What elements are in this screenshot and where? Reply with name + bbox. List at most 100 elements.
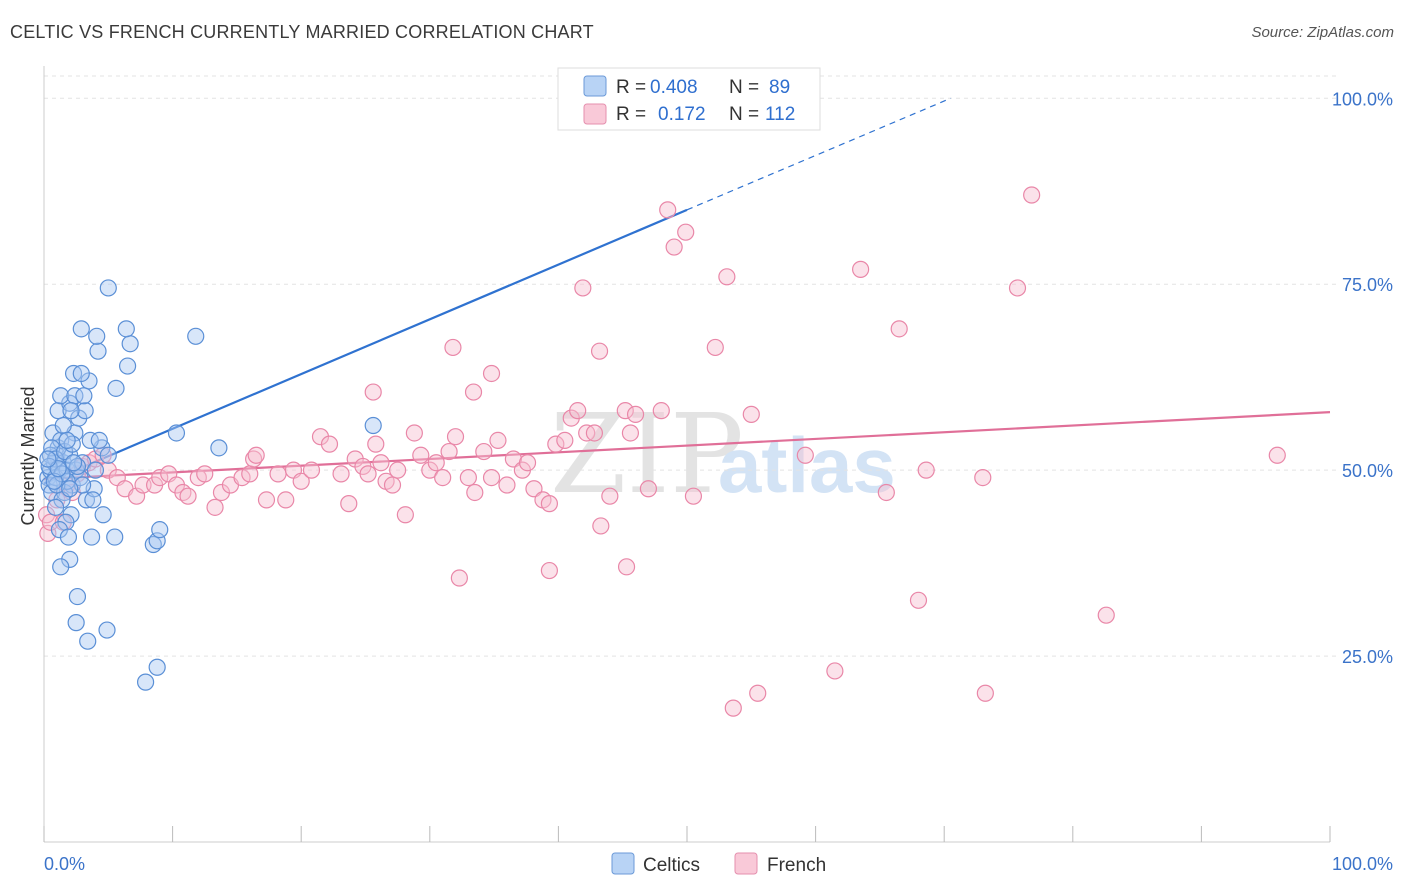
french-point-108: [1097, 606, 1115, 624]
french-point-54: [427, 454, 445, 472]
celtics-point-62: [148, 658, 166, 676]
celtics-trend-line: [43, 208, 688, 485]
french-point-101: [852, 260, 870, 278]
french-point-45: [367, 435, 385, 453]
french-point-83: [684, 487, 703, 505]
french-point-52: [412, 446, 430, 464]
french-point-94: [444, 338, 462, 357]
legend-celtics-swatch: [583, 75, 607, 97]
french-point-95: [590, 342, 609, 360]
celtics-point-53: [68, 587, 87, 606]
french-point-41: [340, 495, 358, 513]
celtics-point-21: [46, 498, 65, 516]
french-point-91: [482, 364, 501, 383]
celtics-point-46: [72, 320, 90, 338]
y-tick-labels: 25.0% 50.0% 75.0% 100.0%: [1332, 89, 1393, 667]
watermark-atlas: atlas: [718, 421, 896, 509]
bottom-legend-celtics-swatch: [611, 852, 635, 875]
french-point-25: [206, 498, 224, 516]
french-point-34: [277, 491, 295, 509]
french-point-24: [196, 465, 214, 483]
y-axis-label: Currently Married: [18, 386, 38, 525]
french-point-46: [372, 454, 390, 472]
celtics-point-43: [118, 357, 137, 375]
gridlines: [44, 75, 1338, 657]
celtics-point-61: [98, 621, 116, 639]
celtics-point-70: [64, 454, 83, 472]
celtics-point-42: [72, 364, 90, 383]
legend-french-r-value: 0.172: [658, 104, 706, 125]
celtics-point-29: [81, 431, 99, 450]
french-point-49: [389, 461, 407, 479]
french-point-66: [518, 454, 537, 472]
french-point-84: [742, 405, 760, 423]
french-point-105: [540, 561, 558, 580]
bottom-legend-french-swatch: [734, 852, 758, 875]
celtics-point-81: [58, 431, 76, 450]
celtics-point-45: [121, 335, 139, 353]
french-point-48: [383, 476, 402, 494]
bottom-legend: Celtics French: [611, 852, 826, 876]
french-point-87: [890, 320, 908, 338]
x-tick-label-max: 100.0%: [1332, 854, 1393, 874]
french-points: [37, 186, 1286, 717]
french-point-55: [434, 468, 452, 487]
celtics-point-72: [84, 491, 102, 509]
celtics-point-27: [86, 461, 105, 479]
french-point-112: [976, 684, 994, 702]
french-point-75: [585, 424, 604, 442]
legend-french-n-label: N =: [729, 104, 759, 125]
french-point-56: [440, 442, 458, 461]
french-trend-line: [43, 411, 1331, 481]
french-point-58: [459, 468, 477, 487]
french-point-80: [626, 405, 645, 423]
french-point-78: [616, 402, 634, 420]
celtics-point-82: [167, 424, 186, 442]
x-tick-label-min: 0.0%: [44, 854, 85, 874]
french-point-97: [665, 238, 683, 256]
french-point-104: [450, 569, 468, 587]
legend-french-n-value: 112: [765, 104, 795, 125]
french-point-37: [302, 461, 321, 479]
french-point-63: [498, 476, 516, 494]
french-point-113: [1268, 446, 1286, 464]
french-point-22: [179, 487, 197, 505]
celtics-point-36: [52, 387, 70, 405]
french-point-32: [257, 491, 276, 509]
french-point-71: [556, 431, 574, 450]
celtics-point-80: [62, 402, 80, 420]
celtics-point-49: [187, 327, 205, 345]
trend-lines: [43, 97, 1331, 485]
french-point-57: [446, 428, 465, 446]
celtics-point-83: [210, 439, 228, 457]
celtics-point-78: [90, 431, 108, 450]
french-point-110: [749, 684, 767, 702]
y-tick-label-100: 100.0%: [1332, 89, 1393, 109]
celtics-point-84: [364, 416, 382, 435]
celtics-point-67: [43, 439, 61, 457]
french-point-67: [525, 480, 543, 498]
french-point-93: [364, 383, 382, 401]
celtics-point-73: [94, 506, 112, 524]
french-point-85: [796, 446, 814, 464]
french-point-107: [909, 591, 928, 609]
legend-celtics-r-value: 0.408: [650, 77, 698, 98]
french-point-18: [151, 468, 169, 487]
celtics-point-60: [79, 632, 97, 650]
french-point-86: [877, 483, 895, 502]
french-point-40: [332, 465, 350, 483]
celtics-point-38: [75, 387, 93, 405]
french-point-102: [1008, 279, 1027, 297]
french-point-60: [475, 442, 493, 461]
french-point-103: [706, 338, 724, 357]
legend-french-swatch: [583, 103, 607, 125]
celtics-point-57: [148, 532, 166, 550]
celtics-trend-extension: [686, 97, 951, 211]
french-point-61: [482, 468, 501, 487]
french-point-50: [396, 506, 414, 524]
celtics-point-71: [73, 476, 92, 494]
celtics-point-54: [82, 528, 101, 546]
french-point-70: [547, 435, 565, 453]
celtics-point-55: [106, 528, 124, 546]
